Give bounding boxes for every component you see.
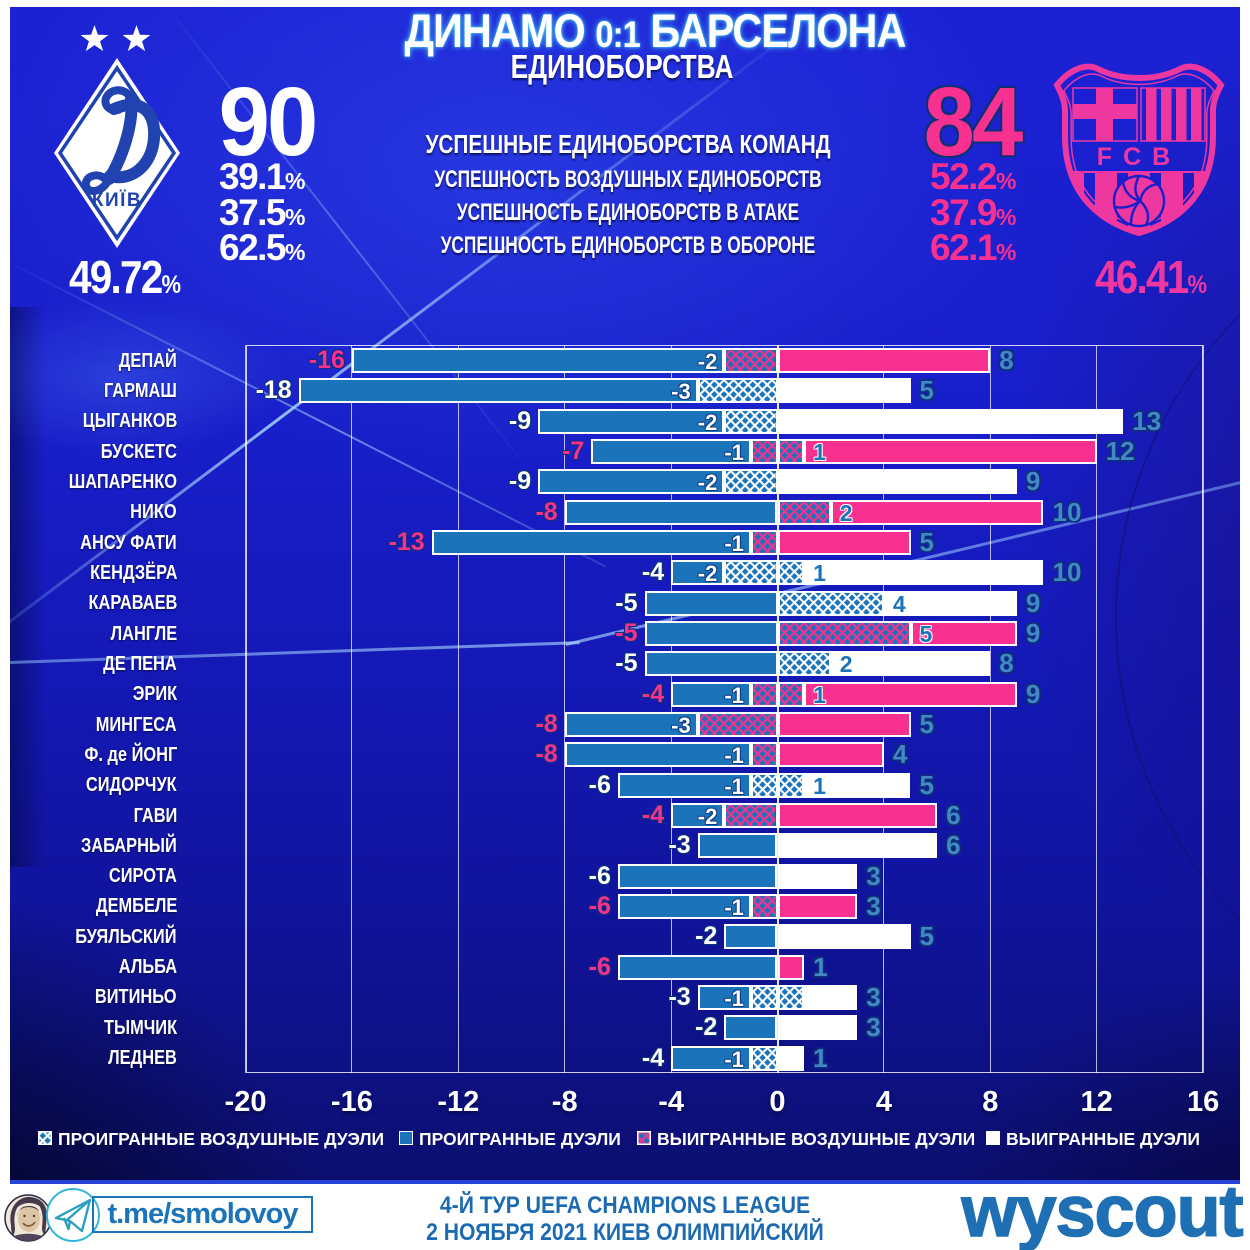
svg-text:КИЇВ: КИЇВ [92, 190, 142, 211]
svg-text:FCB: FCB [1097, 143, 1181, 171]
